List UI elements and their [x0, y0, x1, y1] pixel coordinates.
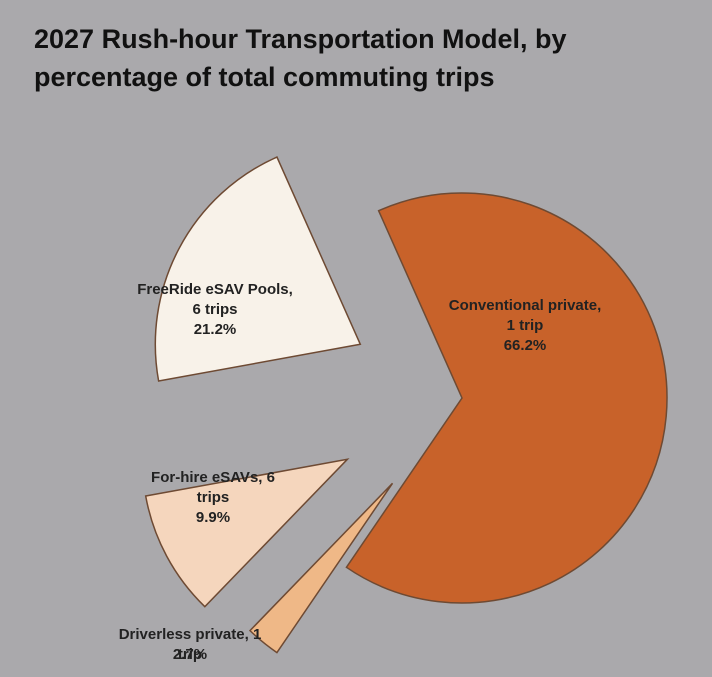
slice-label: 2.7%	[172, 646, 208, 663]
slice-label: 66.2%	[503, 337, 547, 354]
slice-label: 9.9%	[195, 509, 231, 526]
slice-label: 21.2%	[193, 321, 237, 338]
pie-slice	[345, 192, 668, 604]
pie-slice	[154, 156, 362, 382]
slice-label: Driverless private, 1 trip	[118, 626, 262, 663]
slice-label: Conventional private, 1 trip	[448, 297, 602, 334]
slice-label: FreeRide eSAV Pools, 6 trips	[137, 281, 293, 318]
slice-label: For-hire eSAVs, 6 trips	[151, 469, 275, 506]
pie-slice	[248, 482, 394, 654]
pie-slice	[144, 458, 350, 608]
chart-title: 2027 Rush-hour Transportation Model, by …	[34, 24, 567, 92]
